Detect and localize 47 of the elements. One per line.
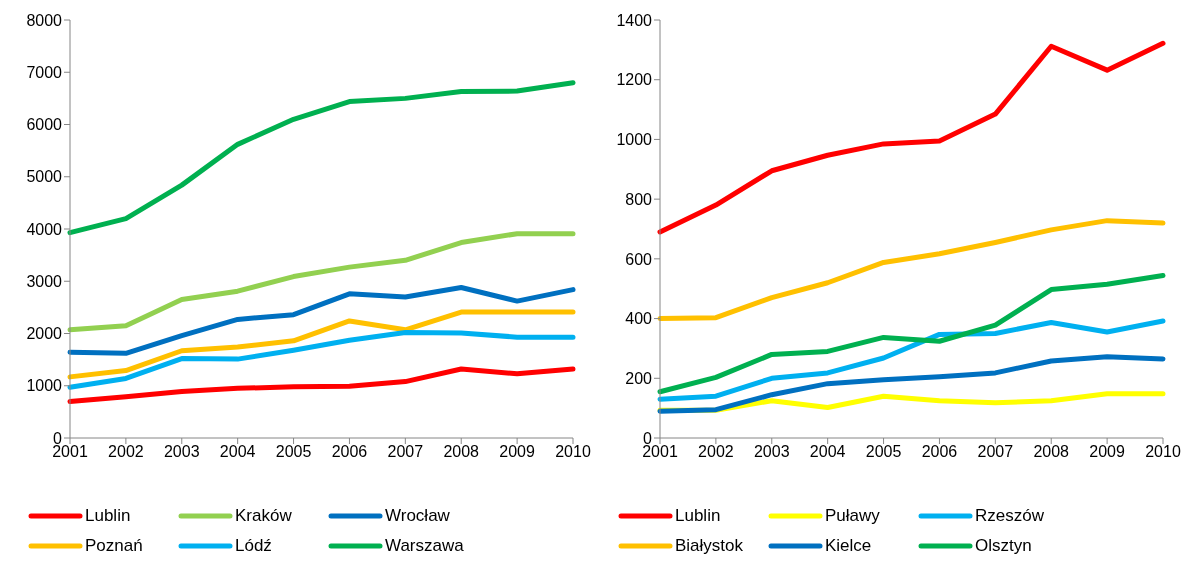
legend-label: Olsztyn <box>975 536 1032 556</box>
y-tick-label: 1400 <box>616 11 653 29</box>
y-tick-label: 3000 <box>26 272 63 290</box>
legend-label: Kielce <box>825 536 872 556</box>
x-tick-label: 2002 <box>108 443 144 461</box>
y-tick-label: 1000 <box>616 131 653 149</box>
x-tick-label: 2010 <box>555 443 591 461</box>
x-tick-label: 2008 <box>1033 443 1070 461</box>
legend-label: Poznań <box>85 536 143 556</box>
y-tick-label: 1000 <box>26 377 63 395</box>
y-tick-label: 2000 <box>26 325 63 343</box>
x-tick-label: 2005 <box>865 443 902 461</box>
x-tick-label: 2006 <box>921 443 958 461</box>
y-tick-label: 400 <box>625 310 653 328</box>
y-tick-label: 800 <box>625 190 653 208</box>
x-tick-label: 2009 <box>499 443 536 461</box>
x-tick-label: 2009 <box>1089 443 1126 461</box>
y-tick-label: 6000 <box>26 116 63 134</box>
legend-label: Lódź <box>235 536 272 556</box>
x-tick-label: 2005 <box>275 443 312 461</box>
x-tick-label: 2010 <box>1145 443 1181 461</box>
legend-label: Lublin <box>85 506 131 526</box>
legend-label: Lublin <box>675 506 721 526</box>
y-tick-label: 7000 <box>26 63 63 81</box>
y-tick-label: 5000 <box>26 168 63 186</box>
x-tick-label: 2001 <box>52 443 88 461</box>
y-tick-label: 8000 <box>26 11 63 29</box>
x-tick-label: 2007 <box>977 443 1014 461</box>
x-tick-label: 2007 <box>387 443 424 461</box>
legend-label: Białystok <box>675 536 744 556</box>
y-tick-label: 600 <box>625 250 653 268</box>
legend-label: Kraków <box>235 506 292 526</box>
y-tick-label: 1200 <box>616 71 653 89</box>
y-tick-label: 4000 <box>26 220 63 238</box>
x-tick-label: 2001 <box>642 443 678 461</box>
x-tick-label: 2002 <box>698 443 734 461</box>
x-tick-label: 2004 <box>809 443 846 461</box>
legend-label: Puławy <box>825 506 880 526</box>
legend-label: Wrocław <box>385 506 450 526</box>
y-tick-label: 200 <box>625 369 653 387</box>
legend-label: Rzeszów <box>975 506 1044 526</box>
x-tick-label: 2003 <box>753 443 790 461</box>
x-tick-label: 2008 <box>443 443 480 461</box>
legend-label: Warszawa <box>385 536 464 556</box>
x-tick-label: 2003 <box>163 443 200 461</box>
x-tick-label: 2004 <box>219 443 256 461</box>
x-tick-label: 2006 <box>331 443 368 461</box>
